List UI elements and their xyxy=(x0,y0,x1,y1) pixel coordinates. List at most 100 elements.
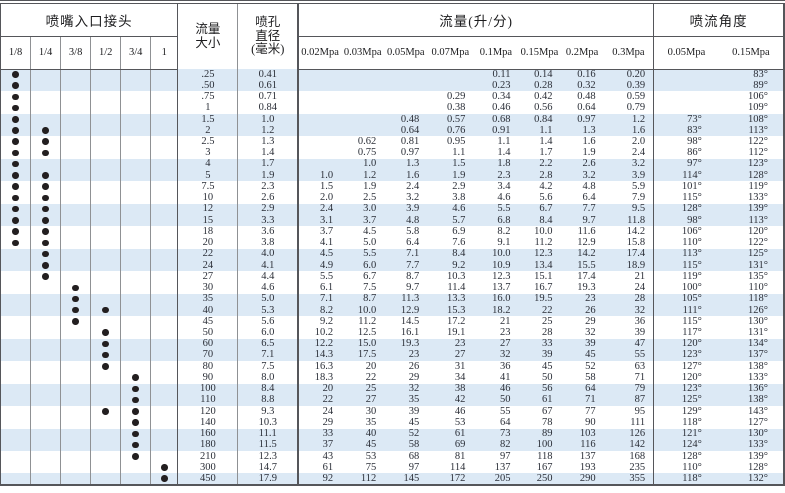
connector-empty-cell xyxy=(90,383,122,395)
flow-size-cell: 20 xyxy=(177,237,239,249)
flow-rate-cell: 8.4 xyxy=(427,248,474,260)
spray-angle-cell: 83° xyxy=(718,69,784,81)
flow-rate-cell: 69 xyxy=(427,439,474,451)
flow-rate-header: 流量(升/分) xyxy=(298,2,655,37)
flow-rate-cell: 0.28 xyxy=(518,80,561,92)
connector-dot-cell xyxy=(0,102,32,114)
table-row: 140 10.3 29 35 45 53 64 78 90 111 118° 127° xyxy=(0,417,785,429)
flow-rate-cell: 42 xyxy=(427,394,474,407)
connector-empty-cell xyxy=(90,91,122,103)
spray-angle-cell: 119° xyxy=(748,181,768,192)
connector-empty-cell xyxy=(90,293,122,305)
connector-dot-cell xyxy=(120,417,152,429)
connector-empty-cell xyxy=(0,349,32,362)
connector-dot-cell xyxy=(0,80,32,92)
connector-dot-icon xyxy=(102,363,109,370)
flow-rate-cell: 23 xyxy=(384,349,428,362)
flow-rate-cell: 2.4 xyxy=(298,203,342,216)
connector-empty-cell xyxy=(60,170,92,182)
connector-dot-icon xyxy=(12,149,19,157)
flow-rate-cell: 290 xyxy=(560,473,604,485)
connector-empty-cell xyxy=(90,473,122,485)
orifice-diameter-cell: 9.3 xyxy=(237,406,300,418)
flow-rate-cell: 7.7 xyxy=(384,259,428,272)
table-row: 22 4.0 4.5 5.5 7.1 8.4 10.0 12.3 14.2 17.4 113° 125… xyxy=(0,248,784,260)
connector-empty-cell xyxy=(150,170,179,182)
flow-rate-cell: 50 xyxy=(542,372,553,383)
table-row: 20 3.8 4.1 5.0 6.4 7.6 9.1 11.2 12.9 15.8 110° 122° xyxy=(0,237,785,249)
flow-rate-cell: 1.9 xyxy=(582,147,596,159)
connector-empty-cell xyxy=(60,147,92,159)
flow-rate-cell: 4.6 xyxy=(427,203,474,216)
flow-rate-cell xyxy=(298,103,341,114)
flow-rate-cell: 3.2 xyxy=(406,192,420,204)
flow-rate-cell: 24 xyxy=(603,282,655,294)
flow-rate-cell: 33 xyxy=(298,428,342,440)
flow-size-cell: 60 xyxy=(177,338,239,350)
connector-empty-cell xyxy=(120,226,152,238)
table-row: 45 5.6 9.2 11.2 14.5 17.2 21 25 29 36 115° 130° xyxy=(0,316,785,328)
connector-empty-cell xyxy=(0,417,32,429)
flow-rate-cell: 0.48 xyxy=(577,91,596,103)
flow-rate-cell: 55 xyxy=(603,349,655,362)
table-row: 7.5 2.3 1.5 1.9 2.4 2.9 3.4 4.2 4.8 5.9 101° 119° xyxy=(0,181,785,193)
connector-empty-cell xyxy=(150,327,179,339)
flow-rate-cell: 55 xyxy=(499,406,511,417)
flow-rate-cell: 11.2 xyxy=(358,316,377,327)
flow-rate-cell: 235 xyxy=(603,462,655,474)
flow-rate-cell: 58 xyxy=(585,372,596,383)
table-row: 1.5 1.0 0.48 0.57 0.68 0.84 0.97 1.2 73° 108° xyxy=(0,113,784,126)
connector-empty-cell xyxy=(150,338,179,350)
flow-rate-cell: 1.3 xyxy=(384,158,428,171)
flow-rate-cell: 23 xyxy=(560,293,604,305)
connector-empty-cell xyxy=(0,361,32,373)
spray-angle-cell: 126° xyxy=(718,304,784,317)
flow-rate-cell: 0.64 xyxy=(384,125,428,137)
connector-dot-cell xyxy=(0,158,32,171)
orifice-diameter-cell: 3.8 xyxy=(237,237,300,249)
connector-empty-cell xyxy=(90,158,122,171)
flow-rate-cell: 355 xyxy=(603,473,655,485)
spray-angle-cell: 128° xyxy=(718,170,784,182)
connector-empty-cell xyxy=(30,462,62,474)
flow-rate-cell: 1.1 xyxy=(518,125,561,137)
table-row: 2.5 1.3 0.62 0.81 0.95 1.1 1.4 1.6 2.0 98° 122° xyxy=(0,136,785,148)
connector-empty-cell xyxy=(120,361,152,373)
flow-rate-cell: 47 xyxy=(603,338,655,350)
flow-rate-cell: 61 xyxy=(427,428,474,440)
connector-empty-cell xyxy=(150,428,179,440)
flow-rate-cell: 23 xyxy=(427,338,474,350)
flow-rate-cell: 2.9 xyxy=(452,181,466,192)
flow-size-cell: 70 xyxy=(177,349,239,362)
connector-dot-cell xyxy=(0,237,32,249)
spray-angle-cell: 123° xyxy=(718,158,784,171)
flow-rate-cell: 0.32 xyxy=(560,80,604,92)
connector-empty-cell xyxy=(150,406,179,418)
connector-dot-icon xyxy=(12,160,19,168)
connector-dot-cell xyxy=(90,406,122,418)
spray-angle-cell: 131° xyxy=(748,327,768,338)
flow-rate-cell: 0.91 xyxy=(473,125,519,137)
connector-empty-cell xyxy=(90,394,122,407)
connector-empty-cell xyxy=(30,417,62,429)
flow-rate-cell: 5.7 xyxy=(427,215,474,227)
connector-dot-icon xyxy=(132,419,139,426)
flow-rate-cell: 0.64 xyxy=(577,102,596,114)
flow-rate-cell: 25 xyxy=(542,316,553,327)
connector-empty-cell xyxy=(120,327,152,339)
connector-empty-cell xyxy=(90,192,122,204)
flow-rate-cell xyxy=(298,69,342,81)
flow-rate-cell: 19.3 xyxy=(577,282,596,294)
connector-dot-cell xyxy=(120,383,152,395)
flow-rate-cell: 45 xyxy=(542,361,553,372)
flow-size-cell: 120 xyxy=(177,406,239,418)
flow-rate-cell: 19.3 xyxy=(384,338,428,350)
table-row: 10 2.6 2.0 2.5 3.2 3.8 4.6 5.6 6.4 7.9 115° 133° xyxy=(0,192,785,204)
flow-rate-cell: 12.2 xyxy=(298,338,342,350)
flow-rate-cell: 37 xyxy=(298,439,342,451)
connector-empty-cell xyxy=(120,215,152,227)
spray-angle-cell: 125° xyxy=(653,394,719,407)
flow-rate-cell xyxy=(298,158,342,171)
connector-empty-cell xyxy=(60,80,92,92)
connector-dot-icon xyxy=(42,138,49,145)
